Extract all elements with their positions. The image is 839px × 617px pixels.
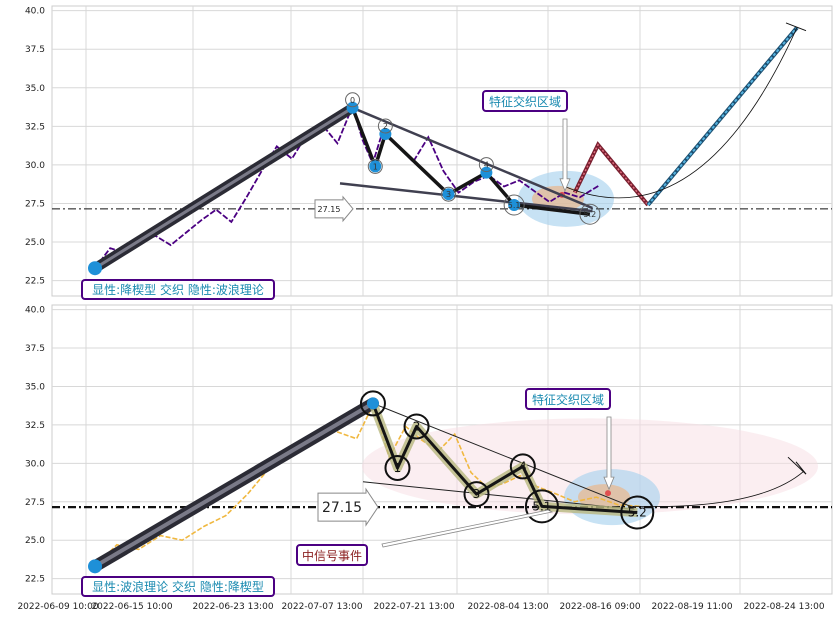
wave-dot xyxy=(366,397,379,410)
wave-label: 4 xyxy=(484,161,489,170)
pattern-label: 显性:波浪理论 交织 隐性:降楔型 xyxy=(92,579,264,594)
wave-dot xyxy=(508,198,521,211)
projection-arc xyxy=(564,27,798,199)
feature-zone-arrow xyxy=(603,416,615,491)
wave-label: 2 xyxy=(413,419,421,433)
wave-marker xyxy=(384,454,411,481)
trend-highlight xyxy=(94,106,354,270)
wave-label: 4 xyxy=(519,459,527,473)
x-tick-label: 2022-08-16 09:00 xyxy=(559,602,640,612)
trend-highlight xyxy=(93,401,374,569)
wave-marker xyxy=(503,194,525,216)
bottom-panel: 40.037.535.032.530.027.525.022.5012345.1… xyxy=(25,304,833,597)
pattern-box xyxy=(81,279,275,300)
x-tick-label: 2022-06-09 10:00 xyxy=(17,602,98,612)
y-tick-label: 27.5 xyxy=(25,498,45,508)
wave-marker xyxy=(367,158,383,174)
wave-label: 5.2 xyxy=(628,506,647,520)
feature-zone-center xyxy=(605,490,611,497)
x-tick-label: 2022-08-04 13:00 xyxy=(467,602,548,612)
wave-label: 2 xyxy=(383,122,388,131)
feature-zone-box xyxy=(525,388,611,410)
y-tick-label: 35.0 xyxy=(25,382,45,392)
wave-dot xyxy=(379,128,392,141)
x-tick-label: 2022-07-07 13:00 xyxy=(281,602,362,612)
wave-marker xyxy=(441,186,456,202)
wave-dot xyxy=(442,188,455,201)
feature-zone-arrow xyxy=(559,118,571,192)
projection-cap xyxy=(785,22,807,32)
y-tick-label: 25.0 xyxy=(25,536,45,546)
y-tick-label: 40.0 xyxy=(25,7,45,17)
y-tick-label: 27.5 xyxy=(25,199,45,209)
top-panel: 40.0 37.5 35.0 32.5 30.0 27.5 25.0 22.5 0 1 2 3 4 5.1… xyxy=(25,5,833,300)
signal-label: 中信号事件 xyxy=(302,548,362,563)
signal-arrow xyxy=(381,509,554,548)
y-tick-label: 32.5 xyxy=(25,421,45,431)
y-tick-label: 30.0 xyxy=(25,161,45,171)
projection-cap xyxy=(787,456,807,475)
support-label-box xyxy=(314,195,354,223)
y-tick-label: 37.5 xyxy=(25,344,45,354)
wedge-upper xyxy=(372,402,635,509)
wave-marker xyxy=(403,413,430,440)
y-tick-label: 25.0 xyxy=(25,238,45,248)
x-tick-label: 2022-07-21 13:00 xyxy=(373,602,454,612)
projection-red-dots xyxy=(574,143,649,206)
feature-zone-box xyxy=(482,90,568,112)
support-label: 27.15 xyxy=(322,500,362,516)
y-tick-label: 37.5 xyxy=(25,45,45,55)
wave-dot xyxy=(369,160,382,173)
x-tick-label: 2022-06-23 13:00 xyxy=(192,602,273,612)
wave-label: 1 xyxy=(373,162,378,171)
y-tick-label: 40.0 xyxy=(25,306,45,316)
wave-dot xyxy=(480,166,493,179)
signal-box xyxy=(296,544,368,566)
support-label-box xyxy=(317,487,379,527)
y-tick-label: 32.5 xyxy=(25,122,45,132)
wave-label: 3 xyxy=(473,487,481,501)
projection-arc xyxy=(634,470,805,508)
start-dot xyxy=(88,559,102,574)
wave-marker xyxy=(579,203,601,225)
pattern-box xyxy=(81,576,275,597)
x-tick-label: 2022-06-15 10:00 xyxy=(91,602,172,612)
support-label: 27.15 xyxy=(318,205,341,214)
wave-label: 1 xyxy=(394,461,402,475)
x-tick-label: 2022-08-19 11:00 xyxy=(651,602,732,612)
wave-marker xyxy=(524,489,559,524)
wave-marker xyxy=(377,118,393,134)
wave-label: 5.1 xyxy=(508,201,521,210)
projection-blue-dots xyxy=(647,26,798,206)
projection-cap2 xyxy=(795,461,807,475)
wave-marker xyxy=(478,157,494,173)
wave-marker xyxy=(620,495,655,530)
plot-area xyxy=(51,5,833,297)
wedge-lower xyxy=(339,182,593,213)
wave-label: 5.2 xyxy=(584,210,597,219)
y-tick-label: 22.5 xyxy=(25,277,45,287)
x-tick-label: 2022-08-24 13:00 xyxy=(743,602,824,612)
y-tick-label: 30.0 xyxy=(25,459,45,469)
pattern-label: 显性:降楔型 交织 隐性:波浪理论 xyxy=(92,282,264,297)
y-tick-label: 35.0 xyxy=(25,84,45,94)
wave-marker xyxy=(359,390,386,417)
feature-zone-label: 特征交织区域 xyxy=(532,392,604,407)
wave-marker xyxy=(345,92,361,108)
wave-marker xyxy=(463,481,490,508)
wave-dot xyxy=(346,101,359,114)
wave-label: 3 xyxy=(446,190,451,199)
feature-zone-label: 特征交织区域 xyxy=(489,94,561,109)
start-dot xyxy=(88,261,102,276)
wave-line xyxy=(371,402,638,515)
wave-label: 0 xyxy=(350,96,355,105)
wave-marker xyxy=(509,453,536,480)
wedge-lower xyxy=(362,481,635,510)
y-tick-label: 22.5 xyxy=(25,575,45,585)
